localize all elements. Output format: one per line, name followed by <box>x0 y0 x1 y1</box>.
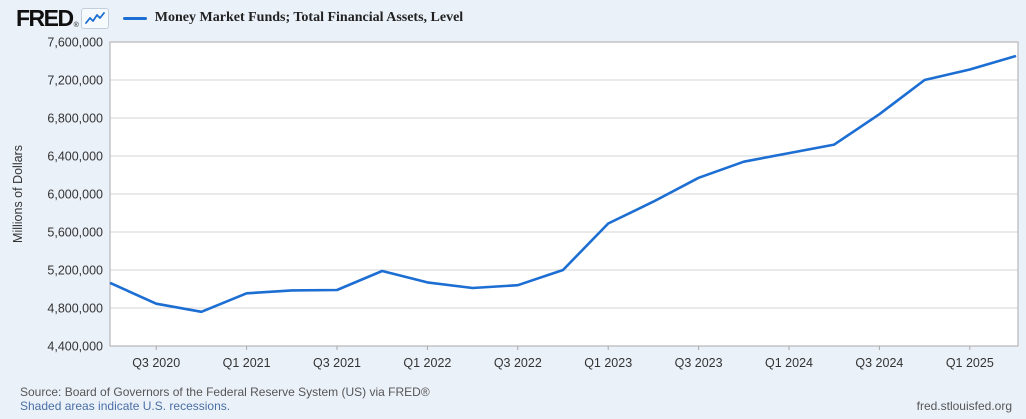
y-tick-label: 6,400,000 <box>47 150 103 164</box>
recession-note-link[interactable]: Shaded areas indicate U.S. recessions. <box>20 399 231 413</box>
y-tick-label: 6,800,000 <box>47 112 103 126</box>
x-tick-label: Q1 2022 <box>403 356 451 370</box>
chart-header: FRED ® Money Market Funds; Total Financi… <box>16 5 1018 31</box>
plot-frame <box>109 41 1019 347</box>
legend-line-marker <box>122 16 147 20</box>
fred-site-url: fred.stlouisfed.org <box>916 399 1012 413</box>
y-tick-label: 5,600,000 <box>47 226 103 240</box>
y-tick-label: 7,600,000 <box>47 36 103 50</box>
y-tick-label: 4,800,000 <box>47 302 103 316</box>
fred-logo-registered-mark: ® <box>73 21 79 29</box>
y-tick-label: 7,200,000 <box>47 74 103 88</box>
y-tick-label: 6,000,000 <box>47 188 103 202</box>
x-tick-label: Q1 2021 <box>223 356 271 370</box>
x-tick-label: Q1 2025 <box>946 356 994 370</box>
fred-logo-text: FRED <box>16 4 74 31</box>
chart-footer: Source: Board of Governors of the Federa… <box>20 385 1012 413</box>
legend-series-label: Money Market Funds; Total Financial Asse… <box>154 10 464 25</box>
x-tick-label: Q3 2021 <box>313 356 361 370</box>
source-attribution: Source: Board of Governors of the Federa… <box>20 385 430 399</box>
fred-logo[interactable]: FRED ® <box>16 4 109 31</box>
fred-sparkline-icon <box>80 7 109 29</box>
y-axis-title: Millions of Dollars <box>11 145 25 243</box>
x-tick-label: Q1 2024 <box>765 356 813 370</box>
x-tick-label: Q1 2023 <box>584 356 632 370</box>
x-tick-label: Q3 2022 <box>494 356 542 370</box>
y-tick-label: 5,200,000 <box>47 264 103 278</box>
data-series-line <box>109 54 1017 314</box>
x-tick-label: Q3 2020 <box>132 356 180 370</box>
y-tick-label: 4,400,000 <box>47 340 103 354</box>
x-tick-label: Q3 2023 <box>675 356 723 370</box>
chart-legend: Money Market Funds; Total Financial Asse… <box>122 10 464 26</box>
footer-left: Source: Board of Governors of the Federa… <box>20 385 430 413</box>
x-tick-label: Q3 2024 <box>855 356 903 370</box>
